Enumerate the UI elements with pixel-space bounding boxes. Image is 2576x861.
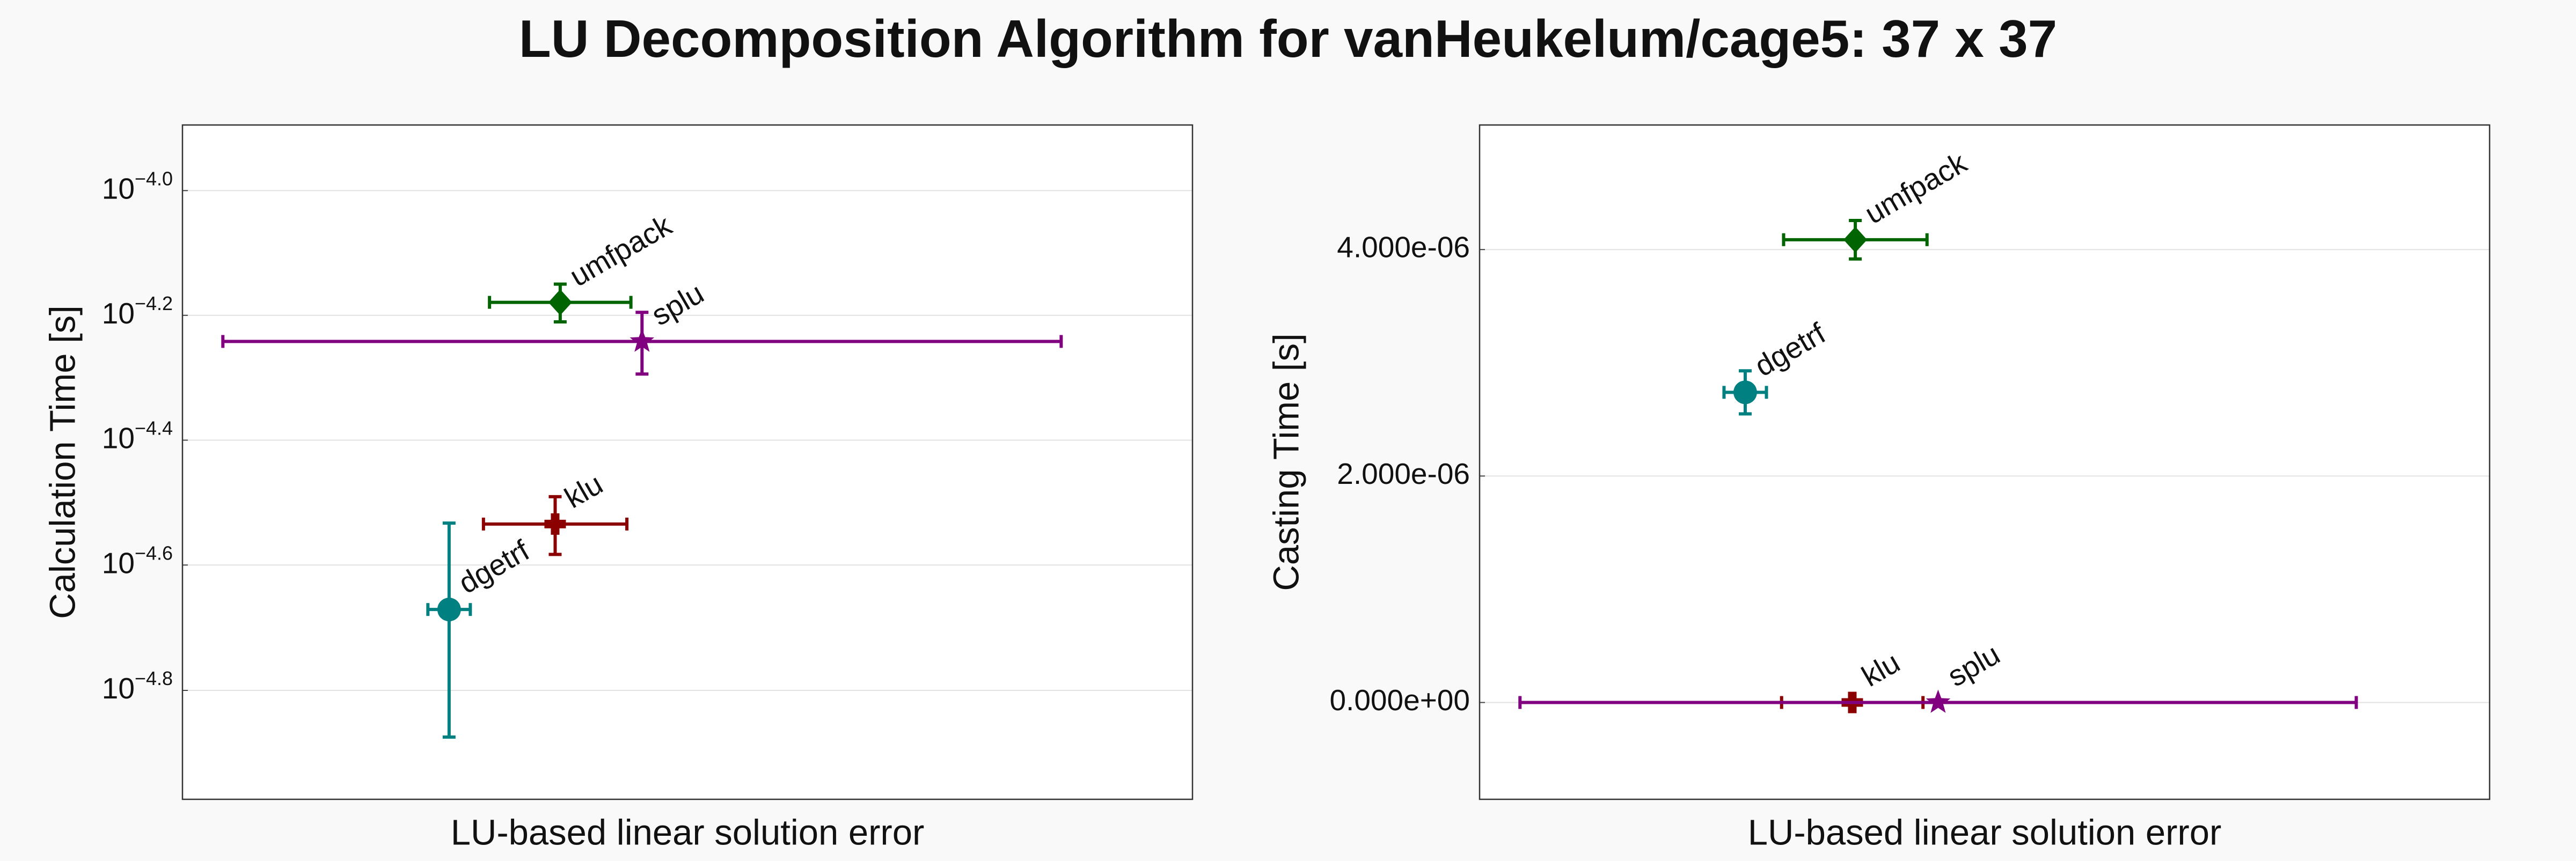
y-tick-label: 10−4.6 [102, 542, 173, 579]
plot-area [1480, 125, 2490, 799]
point [548, 289, 572, 315]
y-tick-label: 10−4.2 [102, 292, 173, 329]
y-tick-label: 10−4.8 [102, 667, 173, 705]
point [630, 328, 655, 352]
point [437, 598, 461, 622]
point [1733, 380, 1757, 404]
x-axis-label: LU-based linear solution error [1748, 813, 2222, 853]
y-tick-label: 2.000e-06 [1337, 457, 1470, 490]
plot-frame [1479, 124, 2491, 800]
plot-area [182, 125, 1192, 799]
plot-frame [181, 124, 1194, 800]
y-axis-label: Casting Time [s] [1267, 333, 1307, 591]
point [544, 513, 566, 535]
figure-title: LU Decomposition Algorithm for vanHeukel… [519, 9, 2057, 68]
point [1926, 689, 1951, 713]
y-axis-label: Calculation Time [s] [43, 305, 83, 619]
x-axis-label: LU-based linear solution error [451, 813, 925, 853]
point [1843, 226, 1868, 253]
y-tick-label: 0.000e+00 [1329, 683, 1470, 717]
y-tick-label: 4.000e-06 [1337, 231, 1470, 264]
y-tick-label: 10−4.4 [102, 417, 173, 454]
y-tick-label: 10−4.0 [102, 167, 173, 205]
